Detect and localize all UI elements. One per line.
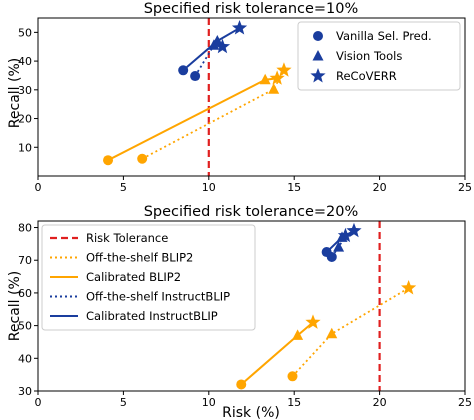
series-line-off-the-shelf-blip2 — [291, 287, 410, 377]
triangle-marker — [336, 231, 348, 242]
plot-frame-top — [37, 17, 466, 177]
star-marker — [214, 38, 231, 54]
triangle-marker — [326, 327, 338, 339]
y-axis-label-top: Recall (%) — [7, 58, 23, 128]
chart-panel-bottom: Specified risk tolerance=20% Recall (%) … — [7, 204, 472, 420]
chart-title-bottom: Specified risk tolerance=20% — [144, 204, 359, 220]
x-tick-label: 25 — [458, 396, 472, 409]
triangle-marker — [211, 34, 223, 46]
legend-label: Off-the-shelf InstructBLIP — [86, 290, 230, 304]
x-tick-label: 25 — [458, 181, 472, 194]
circle-marker — [236, 379, 247, 390]
legend-box-bottom — [41, 224, 256, 331]
star-marker — [305, 314, 321, 329]
series-line-calibrated-blip2 — [240, 321, 314, 386]
x-tick-label: 5 — [120, 396, 127, 409]
legend-label: Vanilla Sel. Pred. — [336, 29, 432, 43]
legend-label: Off-the-shelf BLIP2 — [86, 251, 193, 265]
star-marker — [269, 70, 285, 85]
y-tick-label: 60 — [18, 287, 32, 300]
plot-frame-bottom — [37, 220, 466, 392]
legend-label: Calibrated InstructBLIP — [86, 309, 218, 323]
chart-panel-top: Specified risk tolerance=10% Recall (%) … — [7, 1, 472, 194]
x-tick-label: 20 — [373, 396, 387, 409]
y-tick-label: 10 — [18, 141, 32, 154]
y-tick-label: 50 — [18, 26, 32, 39]
legend-box-top — [297, 21, 461, 91]
x-tick-label: 15 — [287, 396, 301, 409]
triangle-marker — [292, 329, 304, 340]
legend-triangle-marker — [312, 50, 324, 61]
circle-marker — [178, 65, 189, 76]
plot-area-bottom: 0 5 10 15 20 25 30 40 50 60 70 80 — [18, 221, 472, 409]
circle-marker — [137, 153, 148, 164]
x-tick-label: 0 — [35, 181, 42, 194]
circle-marker — [103, 155, 114, 166]
x-tick-label: 10 — [202, 396, 216, 409]
triangle-marker — [268, 83, 280, 94]
x-tick-label: 5 — [120, 181, 127, 194]
y-tick-label: 40 — [18, 55, 32, 68]
y-tick-label: 30 — [18, 84, 32, 97]
x-axis-label-bottom: Risk (%) — [222, 405, 280, 420]
legend-label: Risk Tolerance — [86, 231, 168, 245]
legend-label: ReCoVERR — [336, 69, 397, 83]
legend-circle-marker — [313, 31, 323, 41]
star-marker — [346, 222, 362, 238]
y-tick-label: 50 — [18, 320, 32, 333]
star-marker — [276, 62, 292, 77]
legend-bottom: Risk Tolerance Off-the-shelf BLIP2 Calibra… — [41, 224, 256, 331]
legend-top: Vanilla Sel. Pred. Vision Tools ReCoVERR — [297, 21, 461, 91]
y-tick-label: 80 — [18, 222, 32, 235]
triangle-marker — [259, 73, 271, 85]
triangle-marker — [333, 241, 345, 252]
star-marker — [231, 20, 248, 35]
legend-label: Calibrated BLIP2 — [86, 270, 181, 284]
series-line-calibrated-blip2 — [107, 77, 278, 162]
legend-star-marker — [310, 68, 326, 83]
x-tick-label: 20 — [373, 181, 387, 194]
chart-title-top: Specified risk tolerance=10% — [144, 1, 359, 17]
circle-marker — [321, 247, 332, 258]
x-tick-label: 10 — [202, 181, 216, 194]
x-tick-label: 0 — [35, 396, 42, 409]
y-tick-label: 20 — [18, 113, 32, 126]
series-line-off-the-shelf-instructblip — [194, 44, 223, 77]
y-tick-label: 40 — [18, 352, 32, 365]
circle-marker — [190, 71, 201, 82]
x-tick-label: 15 — [287, 181, 301, 194]
legend-label: Vision Tools — [336, 49, 402, 63]
y-axis-label-bottom: Recall (%) — [7, 271, 23, 341]
y-tick-label: 70 — [18, 254, 32, 267]
plot-area-top: 0 5 10 15 20 25 10 20 30 40 50 — [18, 18, 472, 194]
y-tick-label: 30 — [18, 385, 32, 398]
star-marker — [401, 280, 417, 295]
circle-marker — [287, 371, 298, 382]
